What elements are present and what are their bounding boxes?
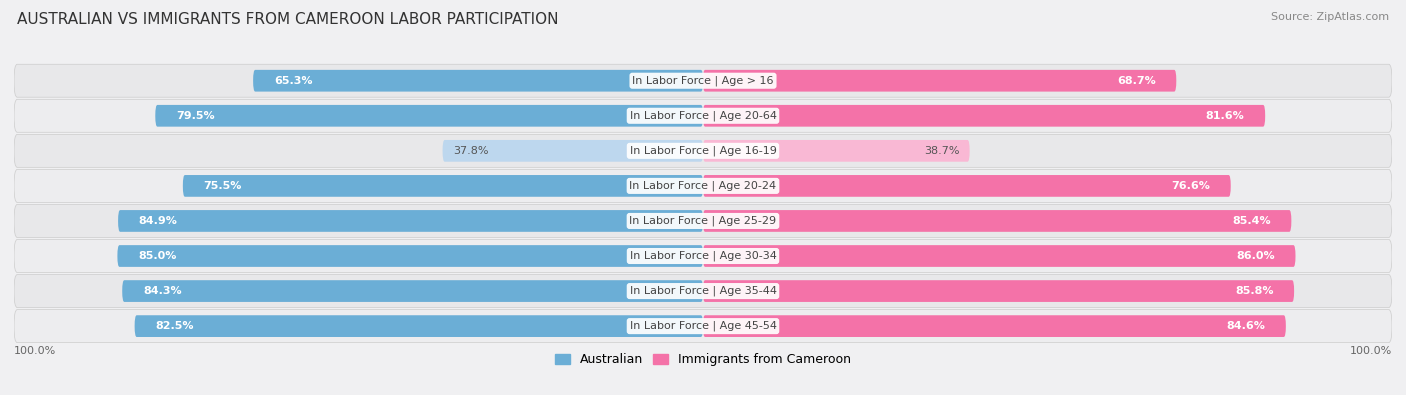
FancyBboxPatch shape xyxy=(117,245,703,267)
FancyBboxPatch shape xyxy=(703,70,1177,92)
FancyBboxPatch shape xyxy=(14,310,1392,342)
Text: 37.8%: 37.8% xyxy=(453,146,488,156)
Text: 81.6%: 81.6% xyxy=(1206,111,1244,121)
FancyBboxPatch shape xyxy=(14,275,1392,308)
FancyBboxPatch shape xyxy=(703,175,1230,197)
Text: 82.5%: 82.5% xyxy=(155,321,194,331)
FancyBboxPatch shape xyxy=(703,210,1291,232)
Text: 68.7%: 68.7% xyxy=(1116,76,1156,86)
Text: 76.6%: 76.6% xyxy=(1171,181,1211,191)
Text: 38.7%: 38.7% xyxy=(924,146,959,156)
FancyBboxPatch shape xyxy=(703,280,1294,302)
FancyBboxPatch shape xyxy=(703,105,1265,127)
FancyBboxPatch shape xyxy=(14,134,1392,167)
Text: In Labor Force | Age 25-29: In Labor Force | Age 25-29 xyxy=(630,216,776,226)
FancyBboxPatch shape xyxy=(703,245,1295,267)
Text: In Labor Force | Age 45-54: In Labor Force | Age 45-54 xyxy=(630,321,776,331)
Text: In Labor Force | Age 35-44: In Labor Force | Age 35-44 xyxy=(630,286,776,296)
FancyBboxPatch shape xyxy=(14,205,1392,237)
FancyBboxPatch shape xyxy=(155,105,703,127)
Text: In Labor Force | Age > 16: In Labor Force | Age > 16 xyxy=(633,75,773,86)
FancyBboxPatch shape xyxy=(14,169,1392,202)
FancyBboxPatch shape xyxy=(135,315,703,337)
Text: 84.9%: 84.9% xyxy=(139,216,177,226)
FancyBboxPatch shape xyxy=(14,64,1392,97)
FancyBboxPatch shape xyxy=(443,140,703,162)
Text: 100.0%: 100.0% xyxy=(14,346,56,356)
FancyBboxPatch shape xyxy=(703,140,970,162)
FancyBboxPatch shape xyxy=(14,239,1392,273)
Text: In Labor Force | Age 16-19: In Labor Force | Age 16-19 xyxy=(630,146,776,156)
Text: 100.0%: 100.0% xyxy=(1350,346,1392,356)
Legend: Australian, Immigrants from Cameroon: Australian, Immigrants from Cameroon xyxy=(550,348,856,371)
Text: 79.5%: 79.5% xyxy=(176,111,215,121)
FancyBboxPatch shape xyxy=(122,280,703,302)
Text: 85.4%: 85.4% xyxy=(1232,216,1271,226)
FancyBboxPatch shape xyxy=(703,315,1286,337)
FancyBboxPatch shape xyxy=(253,70,703,92)
FancyBboxPatch shape xyxy=(183,175,703,197)
FancyBboxPatch shape xyxy=(14,99,1392,132)
Text: 85.0%: 85.0% xyxy=(138,251,176,261)
Text: 75.5%: 75.5% xyxy=(204,181,242,191)
Text: 84.6%: 84.6% xyxy=(1226,321,1265,331)
Text: AUSTRALIAN VS IMMIGRANTS FROM CAMEROON LABOR PARTICIPATION: AUSTRALIAN VS IMMIGRANTS FROM CAMEROON L… xyxy=(17,12,558,27)
Text: Source: ZipAtlas.com: Source: ZipAtlas.com xyxy=(1271,12,1389,22)
Text: In Labor Force | Age 20-24: In Labor Force | Age 20-24 xyxy=(630,181,776,191)
Text: In Labor Force | Age 20-64: In Labor Force | Age 20-64 xyxy=(630,111,776,121)
Text: In Labor Force | Age 30-34: In Labor Force | Age 30-34 xyxy=(630,251,776,261)
Text: 86.0%: 86.0% xyxy=(1236,251,1275,261)
FancyBboxPatch shape xyxy=(118,210,703,232)
Text: 84.3%: 84.3% xyxy=(143,286,181,296)
Text: 65.3%: 65.3% xyxy=(274,76,312,86)
Text: 85.8%: 85.8% xyxy=(1234,286,1274,296)
